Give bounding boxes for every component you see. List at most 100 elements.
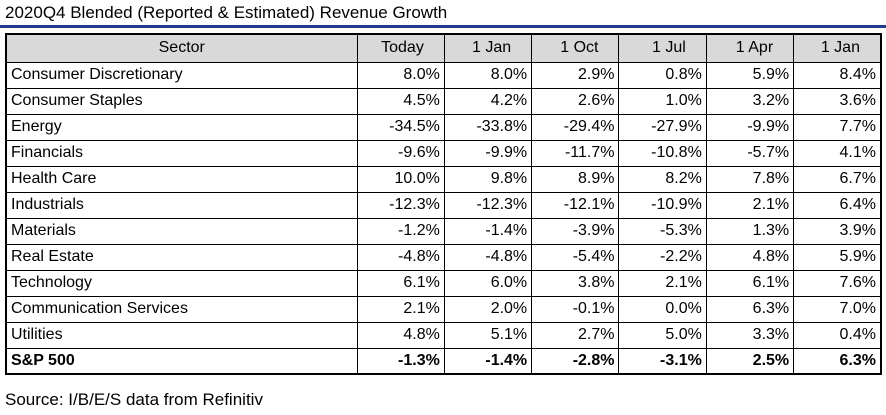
value-cell: 9.8% xyxy=(443,165,533,193)
value-cell: 4.1% xyxy=(793,139,882,167)
value-cell: 6.3% xyxy=(793,347,882,375)
table-row: Real Estate -4.8% -4.8% -5.4% -2.2% 4.8% 5.9% xyxy=(5,243,882,271)
value-cell: 2.6% xyxy=(531,87,620,115)
value-cell: -4.8% xyxy=(443,243,533,271)
table-row: Consumer Staples 4.5% 4.2% 2.6% 1.0% 3.2% 3.6% xyxy=(5,87,882,115)
value-cell: -3.9% xyxy=(531,217,620,245)
value-cell: 4.8% xyxy=(705,243,795,271)
value-cell: 3.2% xyxy=(705,87,795,115)
sector-cell: Industrials xyxy=(5,191,358,219)
value-cell: 5.9% xyxy=(705,61,795,89)
value-cell: 3.6% xyxy=(793,87,882,115)
value-cell: 7.7% xyxy=(793,113,882,141)
column-header-1-jan-prior: 1 Jan xyxy=(793,33,882,63)
value-cell: 4.8% xyxy=(356,321,445,349)
value-cell: -4.8% xyxy=(356,243,445,271)
value-cell: -2.2% xyxy=(618,243,707,271)
value-cell: -9.9% xyxy=(443,139,533,167)
sector-cell: Health Care xyxy=(5,165,358,193)
sector-cell: Financials xyxy=(5,139,358,167)
value-cell: 2.5% xyxy=(705,347,795,375)
table-row: Industrials -12.3% -12.3% -12.1% -10.9% 2.1% 6… xyxy=(5,191,882,219)
value-cell: -29.4% xyxy=(531,113,620,141)
value-cell: -1.4% xyxy=(443,217,533,245)
value-cell: 10.0% xyxy=(356,165,445,193)
header-row: Sector Today 1 Jan 1 Oct 1 Jul 1 Apr 1 J… xyxy=(5,33,882,63)
value-cell: 0.4% xyxy=(793,321,882,349)
table-row: Materials -1.2% -1.4% -3.9% -5.3% 1.3% 3.9% xyxy=(5,217,882,245)
value-cell: -9.6% xyxy=(356,139,445,167)
value-cell: 2.1% xyxy=(618,269,707,297)
value-cell: -10.8% xyxy=(618,139,707,167)
value-cell: 6.0% xyxy=(443,269,533,297)
table-row: Utilities 4.8% 5.1% 2.7% 5.0% 3.3% 0.4% xyxy=(5,321,882,349)
sector-cell: S&P 500 xyxy=(5,347,358,375)
column-header-today: Today xyxy=(356,33,445,63)
total-row: S&P 500 -1.3% -1.4% -2.8% -3.1% 2.5% 6.3% xyxy=(5,347,882,375)
value-cell: -1.2% xyxy=(356,217,445,245)
column-header-1-jan: 1 Jan xyxy=(443,33,533,63)
value-cell: 1.0% xyxy=(618,87,707,115)
value-cell: 8.4% xyxy=(793,61,882,89)
value-cell: 3.3% xyxy=(705,321,795,349)
value-cell: -5.4% xyxy=(531,243,620,271)
value-cell: 2.7% xyxy=(531,321,620,349)
value-cell: 0.0% xyxy=(618,295,707,323)
table-row: Consumer Discretionary 8.0% 8.0% 2.9% 0.8% 5.… xyxy=(5,61,882,89)
value-cell: 0.8% xyxy=(618,61,707,89)
value-cell: 6.3% xyxy=(705,295,795,323)
value-cell: 8.0% xyxy=(443,61,533,89)
value-cell: 6.4% xyxy=(793,191,882,219)
column-header-1-oct: 1 Oct xyxy=(531,33,620,63)
table-body: Consumer Discretionary 8.0% 8.0% 2.9% 0.8% 5.… xyxy=(5,61,882,375)
column-header-1-apr: 1 Apr xyxy=(705,33,795,63)
value-cell: 5.0% xyxy=(618,321,707,349)
value-cell: 7.8% xyxy=(705,165,795,193)
value-cell: -1.3% xyxy=(356,347,445,375)
sector-cell: Technology xyxy=(5,269,358,297)
value-cell: -9.9% xyxy=(705,113,795,141)
value-cell: 8.9% xyxy=(531,165,620,193)
value-cell: 6.7% xyxy=(793,165,882,193)
sector-cell: Communication Services xyxy=(5,295,358,323)
value-cell: 2.1% xyxy=(705,191,795,219)
sector-cell: Consumer Staples xyxy=(5,87,358,115)
value-cell: -12.3% xyxy=(356,191,445,219)
table-row: Financials -9.6% -9.9% -11.7% -10.8% -5.7% 4.1… xyxy=(5,139,882,167)
source-note: Source: I/B/E/S data from Refinitiv xyxy=(5,390,263,409)
value-cell: 7.6% xyxy=(793,269,882,297)
value-cell: -2.8% xyxy=(531,347,620,375)
sector-cell: Real Estate xyxy=(5,243,358,271)
value-cell: -12.1% xyxy=(531,191,620,219)
value-cell: -5.3% xyxy=(618,217,707,245)
title-divider xyxy=(0,25,886,28)
value-cell: -12.3% xyxy=(443,191,533,219)
value-cell: -10.9% xyxy=(618,191,707,219)
sector-cell: Materials xyxy=(5,217,358,245)
value-cell: 3.9% xyxy=(793,217,882,245)
value-cell: -3.1% xyxy=(618,347,707,375)
value-cell: 1.3% xyxy=(705,217,795,245)
table-row: Communication Services 2.1% 2.0% -0.1% 0.0% 6… xyxy=(5,295,882,323)
value-cell: 6.1% xyxy=(705,269,795,297)
revenue-growth-table: Sector Today 1 Jan 1 Oct 1 Jul 1 Apr 1 J… xyxy=(5,33,882,375)
value-cell: 5.9% xyxy=(793,243,882,271)
sector-cell: Consumer Discretionary xyxy=(5,61,358,89)
table-row: Technology 6.1% 6.0% 3.8% 2.1% 6.1% 7.6% xyxy=(5,269,882,297)
value-cell: 7.0% xyxy=(793,295,882,323)
sector-cell: Utilities xyxy=(5,321,358,349)
value-cell: -1.4% xyxy=(443,347,533,375)
sector-cell: Energy xyxy=(5,113,358,141)
column-header-1-jul: 1 Jul xyxy=(618,33,707,63)
column-header-sector: Sector xyxy=(5,33,358,63)
value-cell: 2.1% xyxy=(356,295,445,323)
value-cell: -34.5% xyxy=(356,113,445,141)
table-title: 2020Q4 Blended (Reported & Estimated) Re… xyxy=(5,3,448,22)
value-cell: -5.7% xyxy=(705,139,795,167)
value-cell: -0.1% xyxy=(531,295,620,323)
value-cell: -11.7% xyxy=(531,139,620,167)
value-cell: -27.9% xyxy=(618,113,707,141)
value-cell: 6.1% xyxy=(356,269,445,297)
value-cell: 4.2% xyxy=(443,87,533,115)
value-cell: 2.9% xyxy=(531,61,620,89)
